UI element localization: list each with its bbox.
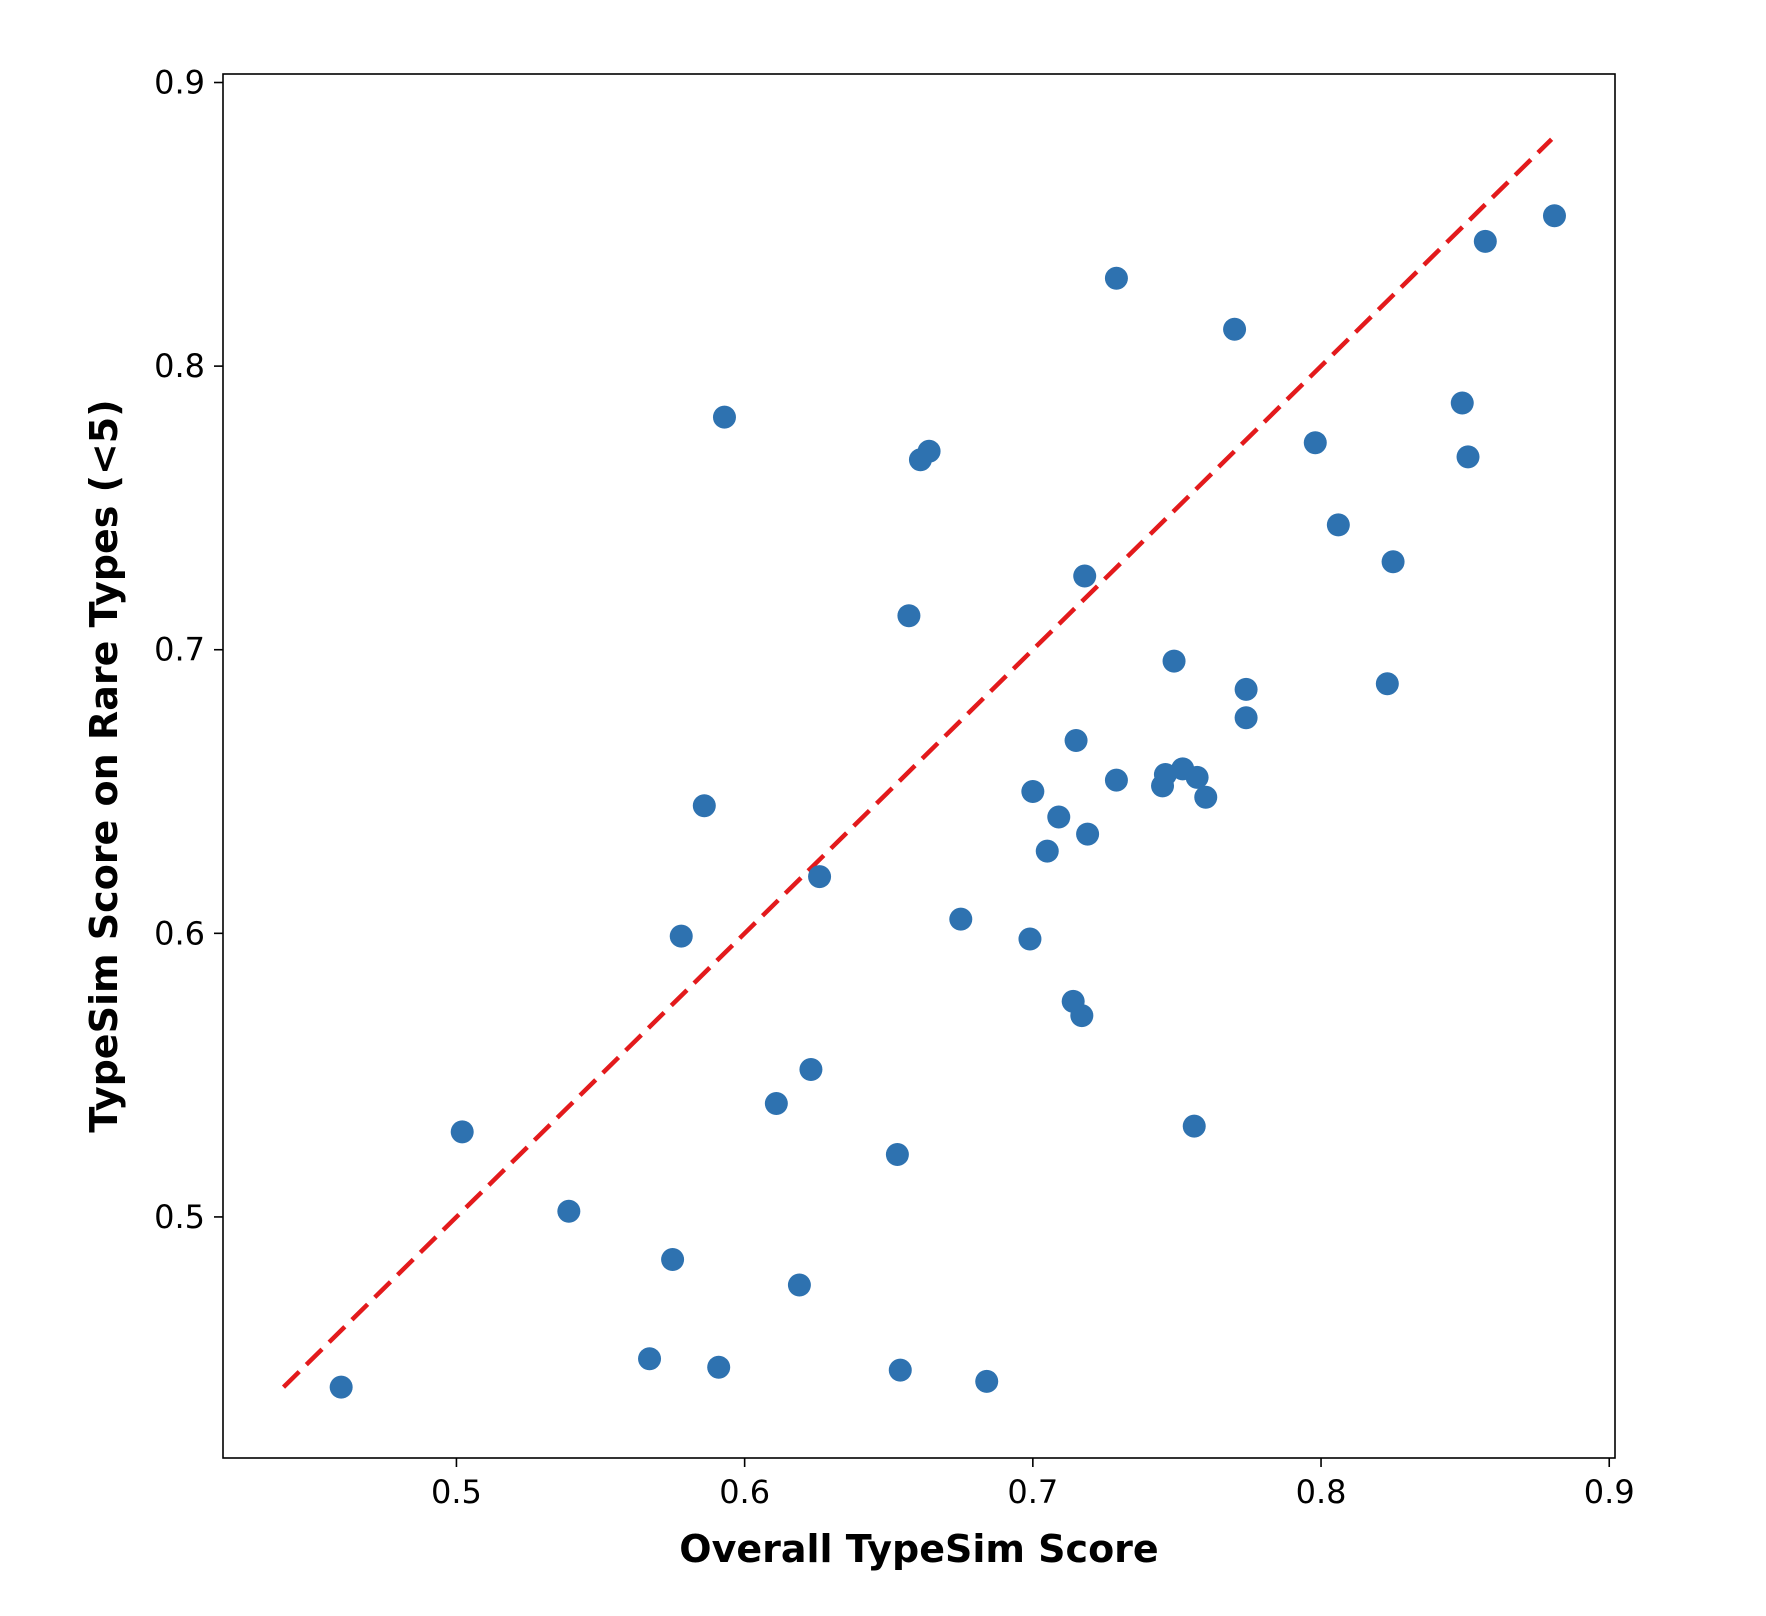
data-point — [885, 1143, 909, 1167]
data-point — [1194, 785, 1218, 809]
data-point — [638, 1347, 662, 1371]
data-point — [1450, 391, 1474, 415]
data-point — [1035, 839, 1059, 863]
data-point — [1162, 649, 1186, 673]
data-point — [1234, 706, 1258, 730]
data-point — [799, 1057, 823, 1081]
data-point — [1070, 1004, 1094, 1028]
x-tick-label: 0.5 — [431, 1473, 482, 1511]
data-point — [975, 1369, 999, 1393]
reference-line — [281, 137, 1554, 1389]
data-point — [1542, 204, 1566, 228]
x-axis-ticks: 0.5 0.6 0.7 0.8 0.9 — [431, 1458, 1635, 1511]
data-point — [1047, 805, 1071, 829]
data-point — [1303, 431, 1327, 455]
data-point — [661, 1247, 685, 1271]
data-point — [1223, 317, 1247, 341]
data-point — [1456, 445, 1480, 469]
x-tick-label: 0.6 — [719, 1473, 770, 1511]
data-point — [1375, 672, 1399, 696]
data-point — [1326, 513, 1350, 537]
data-point — [917, 439, 941, 463]
x-axis-label: Overall TypeSim Score — [679, 1527, 1158, 1571]
data-point — [1473, 229, 1497, 253]
data-point — [1153, 763, 1177, 787]
data-point — [1381, 550, 1405, 574]
y-tick-label: 0.5 — [154, 1198, 205, 1236]
data-point — [808, 865, 832, 889]
data-point — [1182, 1114, 1206, 1138]
y-axis-label: TypeSim Score on Rare Types (<5) — [82, 399, 126, 1132]
y-tick-label: 0.9 — [154, 64, 205, 102]
data-point — [692, 794, 716, 818]
data-point — [329, 1375, 353, 1399]
data-point — [787, 1273, 811, 1297]
x-tick-label: 0.8 — [1296, 1473, 1347, 1511]
plot-area-frame — [222, 73, 1616, 1459]
data-point — [557, 1199, 581, 1223]
data-point — [707, 1355, 731, 1379]
x-tick-label: 0.7 — [1007, 1473, 1058, 1511]
x-tick-label: 0.9 — [1584, 1473, 1635, 1511]
data-point — [897, 604, 921, 628]
data-point — [1104, 768, 1128, 792]
data-point — [888, 1358, 912, 1382]
y-tick-label: 0.7 — [154, 631, 205, 669]
data-point — [1076, 822, 1100, 846]
y-tick-label: 0.6 — [154, 914, 205, 952]
data-point — [1018, 927, 1042, 951]
data-point — [1021, 780, 1045, 804]
y-axis-ticks: 0.5 0.6 0.7 0.8 0.9 — [154, 64, 223, 1236]
data-point — [1185, 765, 1209, 789]
data-point — [764, 1091, 788, 1115]
data-point — [1073, 564, 1097, 588]
data-point — [712, 405, 736, 429]
data-point — [949, 907, 973, 931]
data-point — [1234, 677, 1258, 701]
data-point — [1104, 266, 1128, 290]
y-tick-label: 0.8 — [154, 347, 205, 385]
data-point — [1064, 728, 1088, 752]
data-points — [329, 204, 1566, 1399]
data-point — [669, 924, 693, 948]
data-point — [450, 1120, 474, 1144]
